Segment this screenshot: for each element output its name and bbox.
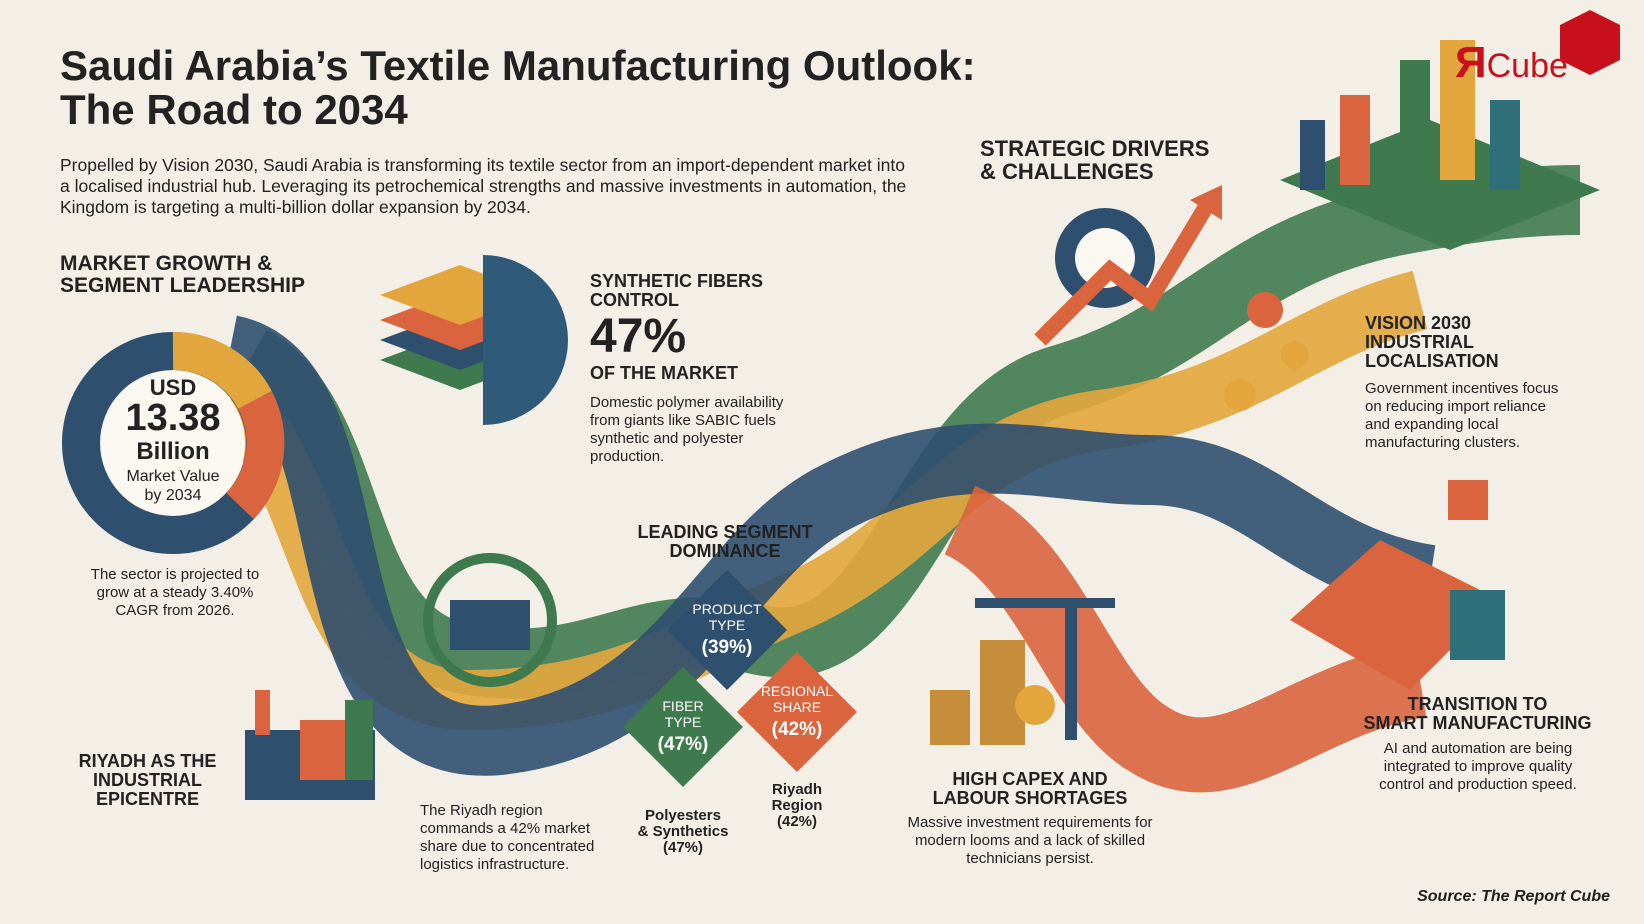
currency: USD — [149, 375, 197, 400]
section-heading: RIYADH AS THE INDUSTRIAL EPICENTRE — [60, 752, 235, 809]
heading-line: INDUSTRIAL — [93, 769, 202, 790]
caption-line: by 2034 — [144, 487, 202, 505]
caption-line: (47%) — [662, 838, 703, 856]
heading-line: TRANSITION TO — [1407, 694, 1548, 714]
diamond-shape — [737, 652, 857, 772]
source: Source: The Report Cube — [1417, 888, 1610, 905]
heading-line: INDUSTRIAL — [1365, 331, 1474, 352]
section-heading: TRANSITION TO SMART MANUFACTURING — [1355, 695, 1600, 733]
diamond-value: (47%) — [657, 734, 709, 756]
caption-line: Polyesters — [645, 807, 721, 824]
donut-segment — [225, 391, 285, 520]
arrow-head — [1190, 185, 1222, 220]
section-heading: SYNTHETIC FIBERS CONTROL — [590, 272, 763, 310]
donut-center — [101, 371, 245, 515]
heading-line: RIYADH AS THE — [78, 751, 217, 771]
caption-line: (42%) — [776, 812, 817, 830]
crane — [930, 598, 1115, 745]
subheading: OF THE MARKET — [590, 363, 738, 383]
logo-mark: Я — [1455, 38, 1487, 87]
caption-line: Market Value — [126, 468, 220, 486]
diamond-shape — [623, 667, 743, 787]
unit: Billion — [136, 437, 210, 465]
smart-text: AI and automation are being integrated t… — [1379, 740, 1577, 793]
heading-line: SEGMENT LEADERSHIP — [60, 274, 306, 298]
diamond-label: REGIONAL — [760, 682, 834, 699]
donut-label: USD 13.38 Billion Market Value by 2034 — [103, 376, 243, 506]
heading-line: SYNTHETIC FIBERS — [590, 271, 764, 291]
donut-segment — [172, 331, 272, 410]
factory — [245, 553, 557, 800]
heading-line: CONTROL — [590, 289, 679, 310]
diamond-value: (42%) — [771, 719, 823, 741]
section-heading: MARKET GROWTH & SEGMENT LEADERSHIP — [60, 252, 306, 298]
growth-arrow — [1034, 195, 1217, 346]
ribbon — [942, 485, 1428, 793]
synthetic-figure: 47% — [590, 310, 687, 363]
heading-line: MARKET GROWTH & — [60, 252, 273, 275]
logo-cube — [1560, 10, 1620, 75]
section-heading: LEADING SEGMENT DOMINANCE — [620, 523, 830, 561]
section-heading: VISION 2030 INDUSTRIAL LOCALISATION — [1365, 314, 1499, 371]
intro: Propelled by Vision 2030, Saudi Arabia i… — [60, 155, 907, 217]
heading-line: HIGH CAPEX AND — [952, 769, 1108, 789]
segment-diamond: REGIONAL SHARE (42%) — [737, 652, 857, 772]
ribbon — [220, 315, 1437, 776]
smart-machine — [1290, 480, 1505, 690]
segment-caption: Polyesters & Synthetics (47%) — [623, 808, 743, 855]
heading-line: EPICENTRE — [95, 788, 200, 809]
logo: ЯCube — [1455, 38, 1568, 88]
vision-text: Government incentives focus on reducing … — [1365, 380, 1559, 451]
segment-diamond: PRODUCT TYPE (39%) — [667, 570, 787, 690]
section-heading: HIGH CAPEX AND LABOUR SHORTAGES — [920, 770, 1140, 808]
heading-line: LOCALISATION — [1365, 350, 1499, 371]
fiber-pie — [483, 255, 568, 425]
segment-diamond: FIBER TYPE (47%) — [623, 667, 743, 787]
caption-line: & Synthetics — [637, 822, 729, 840]
riyadh-text: The Riyadh region commands a 42% market … — [420, 802, 595, 873]
caption-line: Riyadh — [771, 781, 822, 798]
heading-line: & CHALLENGES — [980, 159, 1154, 185]
heading-line: STRATEGIC DRIVERS — [980, 136, 1210, 161]
section-heading: STRATEGIC DRIVERS & CHALLENGES — [980, 137, 1209, 183]
segment-caption: Riyadh Region (42%) — [752, 782, 842, 829]
diamond-label: SHARE — [772, 699, 822, 716]
title-line: The Road to 2034 — [60, 86, 408, 134]
diamond-shape — [667, 570, 787, 690]
heading-line: SMART MANUFACTURING — [1363, 712, 1592, 733]
title: Saudi Arabia’s Textile Manufacturing Out… — [60, 42, 976, 134]
diamond-label: PRODUCT — [692, 600, 762, 617]
synthetic-text: Domestic polymer availability from giant… — [590, 394, 784, 465]
diamond-label: TYPE — [708, 617, 746, 634]
caption-line: Region — [771, 796, 823, 814]
diamond-label: FIBER — [662, 697, 704, 714]
diamond-value: (39%) — [701, 637, 753, 659]
heading-line: LABOUR SHORTAGES — [932, 787, 1128, 808]
capex-text: Massive investment requirements for mode… — [907, 814, 1153, 867]
logo-text: Cube — [1486, 47, 1568, 85]
market-value: 13.38 — [125, 397, 221, 440]
title-line: Saudi Arabia’s Textile Manufacturing Out… — [60, 42, 976, 89]
city — [1280, 40, 1600, 250]
heading-line: VISION 2030 — [1365, 313, 1472, 333]
heading-line: LEADING SEGMENT — [637, 522, 813, 542]
diamond-label: TYPE — [664, 714, 702, 731]
heading-line: DOMINANCE — [669, 540, 781, 561]
growth-note: The sector is projected to grow at a ste… — [90, 566, 260, 619]
